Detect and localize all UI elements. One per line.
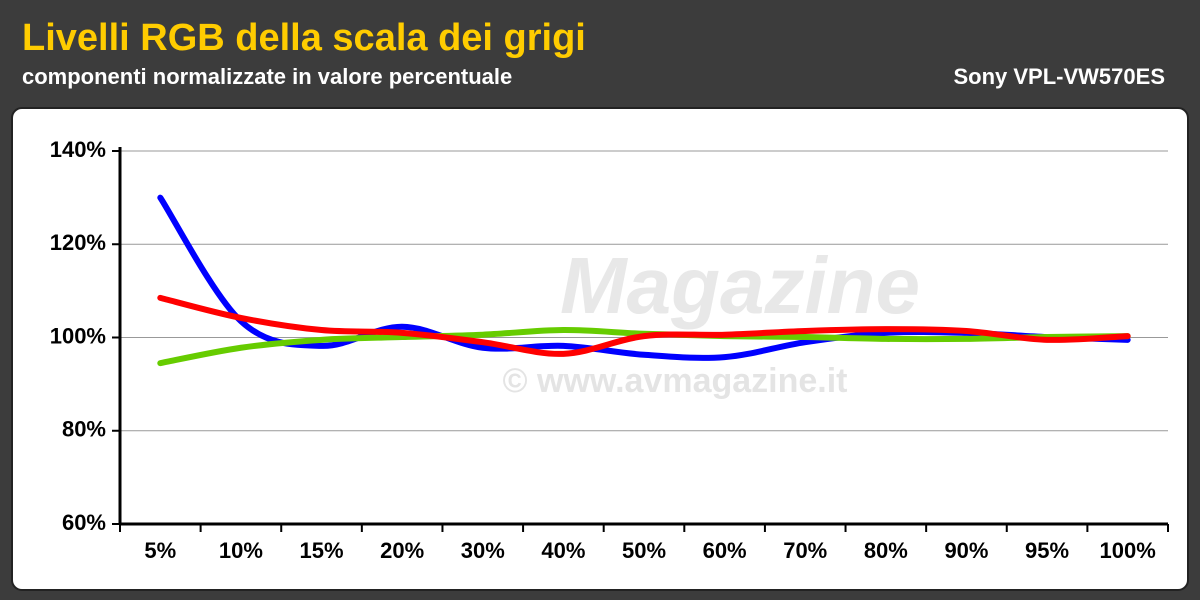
watermark: © www.avmagazine.it xyxy=(503,362,848,400)
y-tick-label: 60% xyxy=(62,510,106,535)
chart-title: Livelli RGB della scala dei grigi xyxy=(22,17,586,59)
y-tick-label: 140% xyxy=(50,137,106,162)
x-tick-label: 40% xyxy=(541,538,585,563)
x-tick-label: 5% xyxy=(144,538,176,563)
watermark: Magazine xyxy=(560,241,920,330)
x-tick-label: 90% xyxy=(944,538,988,563)
x-tick-label: 30% xyxy=(461,538,505,563)
x-tick-label: 60% xyxy=(703,538,747,563)
y-tick-label: 80% xyxy=(62,417,106,442)
x-tick-label: 15% xyxy=(300,538,344,563)
y-tick-label: 120% xyxy=(50,230,106,255)
x-tick-label: 20% xyxy=(380,538,424,563)
x-tick-label: 70% xyxy=(783,538,827,563)
x-tick-label: 95% xyxy=(1025,538,1069,563)
line-series xyxy=(157,294,1131,357)
annotation: Sony VPL-VW570ES xyxy=(953,64,1165,89)
x-tick-label: 80% xyxy=(864,538,908,563)
x-tick-label: 100% xyxy=(1100,538,1156,563)
y-tick-label: 100% xyxy=(50,323,106,348)
x-tick-label: 10% xyxy=(219,538,263,563)
x-tick-label: 50% xyxy=(622,538,666,563)
chart-subtitle: componenti normalizzate in valore percen… xyxy=(22,64,512,89)
